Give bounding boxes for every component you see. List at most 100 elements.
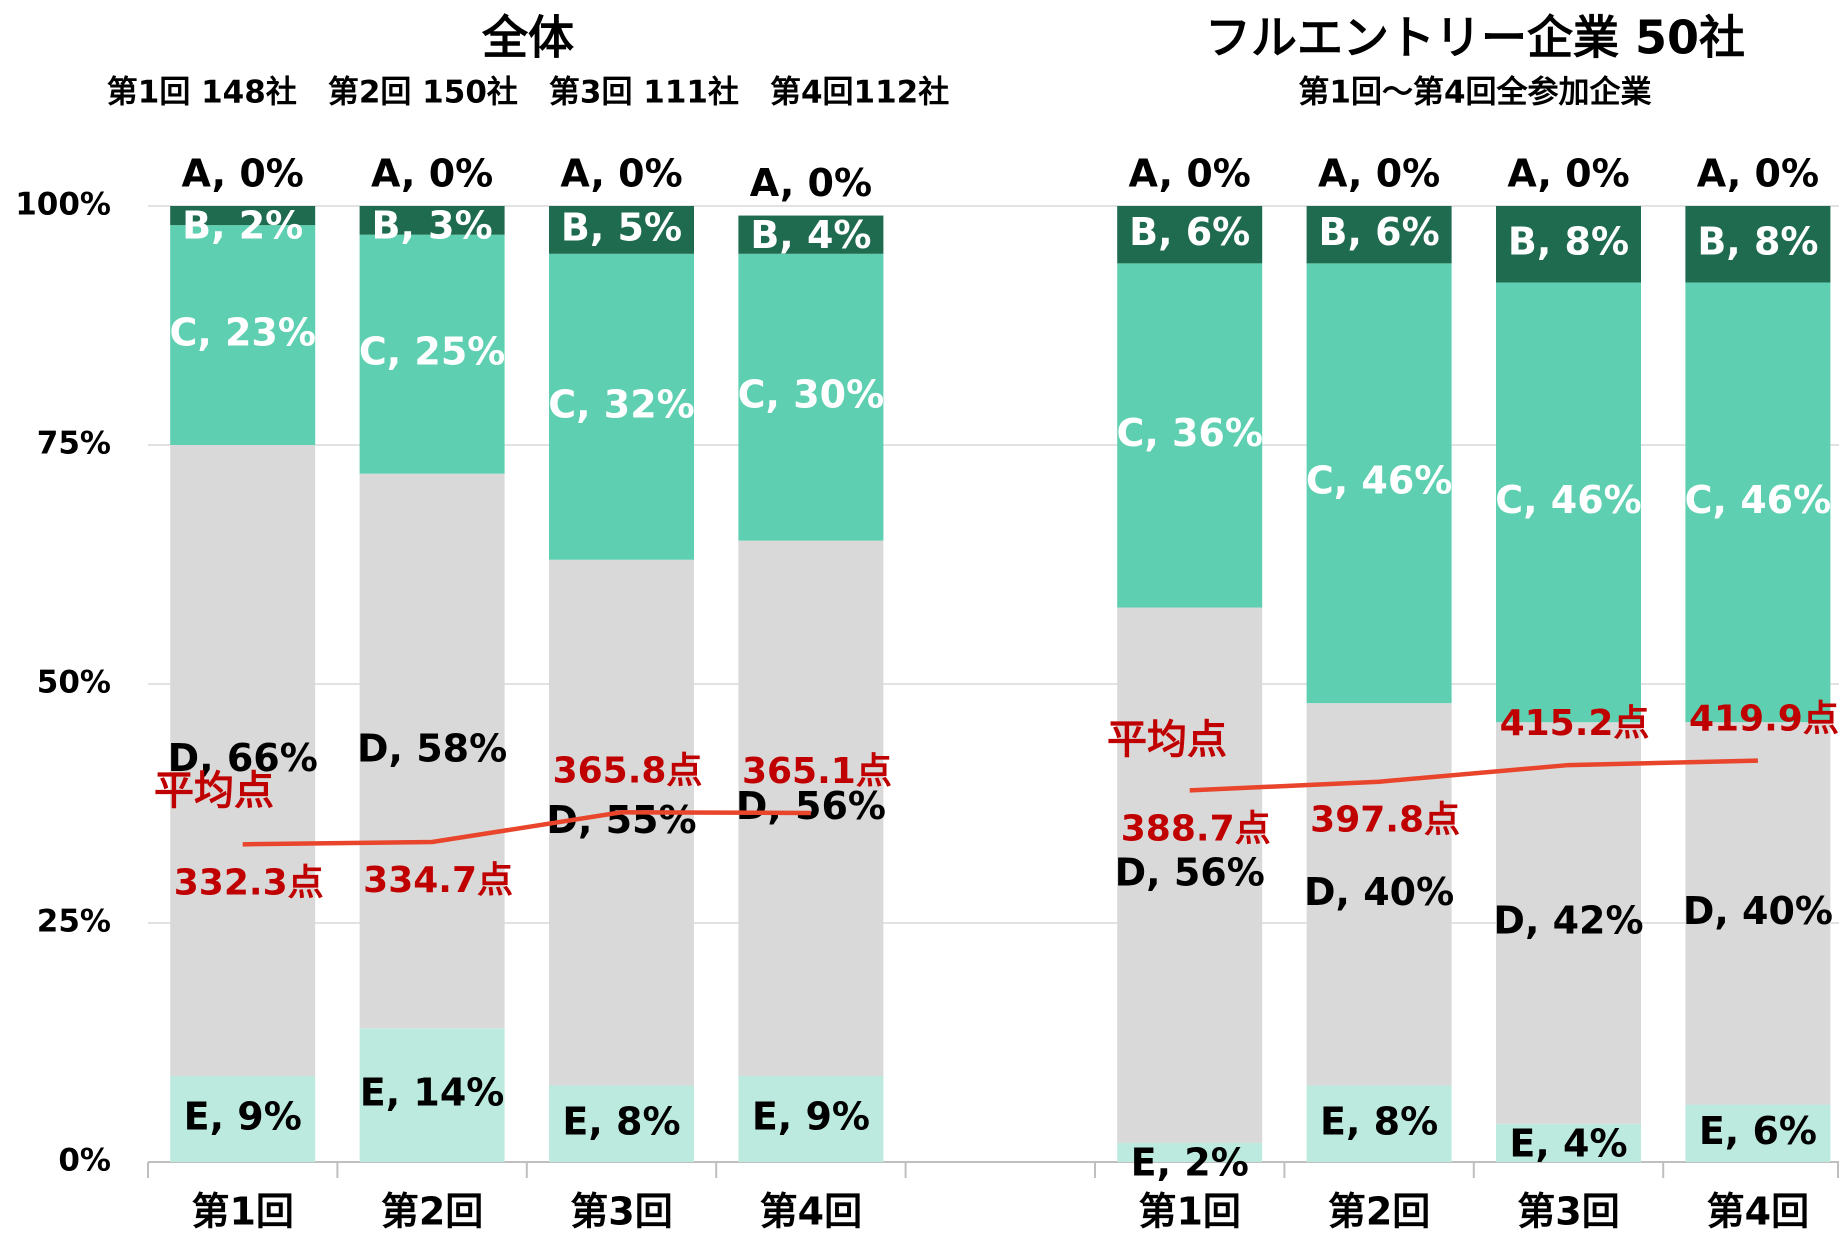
data-label: A, 0% [182,152,304,196]
data-label: E, 2% [1131,1140,1249,1184]
data-label: C, 32% [548,382,695,426]
data-label: A, 0% [1318,152,1440,196]
data-label: C, 46% [1306,459,1453,503]
group-subtitle: 第1回～第4回全参加企業 [1298,75,1651,111]
line-label: 415.2点 [1500,703,1650,744]
data-label: C, 36% [1116,411,1263,455]
bar-segment [1685,1104,1831,1162]
bar-segment [359,1028,505,1162]
bar-segment [1117,206,1263,264]
data-label: A, 0% [1129,152,1251,196]
bar-segment [359,473,505,1029]
data-label: D, 40% [1683,889,1833,933]
data-label: E, 9% [184,1094,302,1138]
data-label: B, 4% [750,213,871,257]
bar-segment [1306,263,1452,704]
group-title: フルエントリー企業 50社 [1205,11,1745,65]
bar-segment [1496,282,1641,723]
bar-segment [1306,1085,1452,1162]
data-label: B, 8% [1697,220,1818,264]
y-tick-label: 0% [58,1143,111,1179]
x-tick-label: 第1回 [1138,1190,1240,1234]
x-tick-label: 第2回 [1328,1190,1430,1234]
y-tick-label: 50% [37,665,111,701]
group-title: 全体 [481,11,574,65]
data-label: E, 8% [562,1099,680,1143]
data-label: C, 46% [1685,478,1832,522]
bar-segment [1685,206,1831,283]
x-tick-label: 第4回 [1707,1190,1809,1234]
group-subtitle: 第1回 148社 第2回 150社 第3回 111社 第4回112社 [107,75,950,111]
line-label: 334.7点 [363,860,513,901]
bar-segment [738,540,884,1076]
bar-segment [549,253,694,560]
bar-segment [738,253,884,541]
line-label: 419.9点 [1689,699,1839,740]
data-label: B, 6% [1319,210,1440,254]
bar-segment [170,445,316,1076]
data-label: D, 56% [1115,851,1265,895]
data-label: B, 6% [1129,210,1250,254]
data-label: A, 0% [560,152,682,196]
bar-segment [1117,607,1263,1143]
line-label: 365.1点 [742,751,892,792]
line-label: 332.3点 [174,862,324,903]
data-label: D, 56% [736,784,886,828]
bar-segment [738,1075,884,1162]
x-tick-label: 第2回 [381,1190,483,1234]
data-label: B, 5% [561,205,682,249]
data-label: C, 30% [738,373,885,417]
average-line [1189,758,1758,793]
data-label: C, 46% [1495,478,1642,522]
bar-segment [1306,206,1452,264]
x-tick-label: 第3回 [570,1190,672,1234]
y-tick-label: 75% [37,426,111,462]
data-label: A, 0% [371,152,493,196]
x-tick-label: 第1回 [191,1190,293,1234]
data-label: E, 8% [1320,1099,1438,1143]
bar-segment [1117,1142,1263,1162]
bar-segment [549,1085,694,1162]
data-label: D, 40% [1304,870,1454,914]
line-name: 平均点 [1107,717,1227,763]
bar-segment [1306,703,1452,1086]
bar-segment [170,1075,316,1162]
average-line [242,810,811,847]
bar-segment [549,206,694,254]
data-label: B, 3% [372,204,493,248]
bar-segment [1496,206,1641,283]
data-label: E, 6% [1699,1109,1817,1153]
data-label: B, 8% [1508,220,1629,264]
data-label: E, 4% [1509,1121,1627,1165]
data-label: E, 14% [360,1071,505,1115]
line-label: 388.7点 [1121,808,1271,849]
bar-segment [1496,1123,1641,1162]
data-label: B, 2% [182,204,303,248]
bar-segment [1685,722,1831,1105]
bar-segment [170,206,316,226]
line-name: 平均点 [154,768,274,814]
bar-segment [1496,722,1641,1124]
bar-segment [549,559,694,1086]
bar-segment [1685,282,1831,723]
data-label: D, 58% [357,726,507,770]
y-tick-label: 100% [15,187,111,223]
bar-segment [359,234,505,474]
x-tick-label: 第3回 [1517,1190,1619,1234]
x-tick-label: 第4回 [760,1190,862,1234]
data-label: A, 0% [1507,152,1629,196]
bar-segment [359,206,505,235]
data-label: A, 0% [750,161,872,205]
data-label: C, 23% [169,311,316,355]
data-label: C, 25% [359,330,506,374]
data-label: A, 0% [1697,152,1819,196]
line-label: 365.8点 [553,750,703,791]
data-label: D, 42% [1493,899,1643,943]
bar-segment [1117,263,1263,608]
line-label: 397.8点 [1310,800,1460,841]
bar-segment [170,225,316,445]
bar-segment [738,215,884,254]
data-label: E, 9% [752,1094,870,1138]
data-label: D, 66% [168,736,318,780]
